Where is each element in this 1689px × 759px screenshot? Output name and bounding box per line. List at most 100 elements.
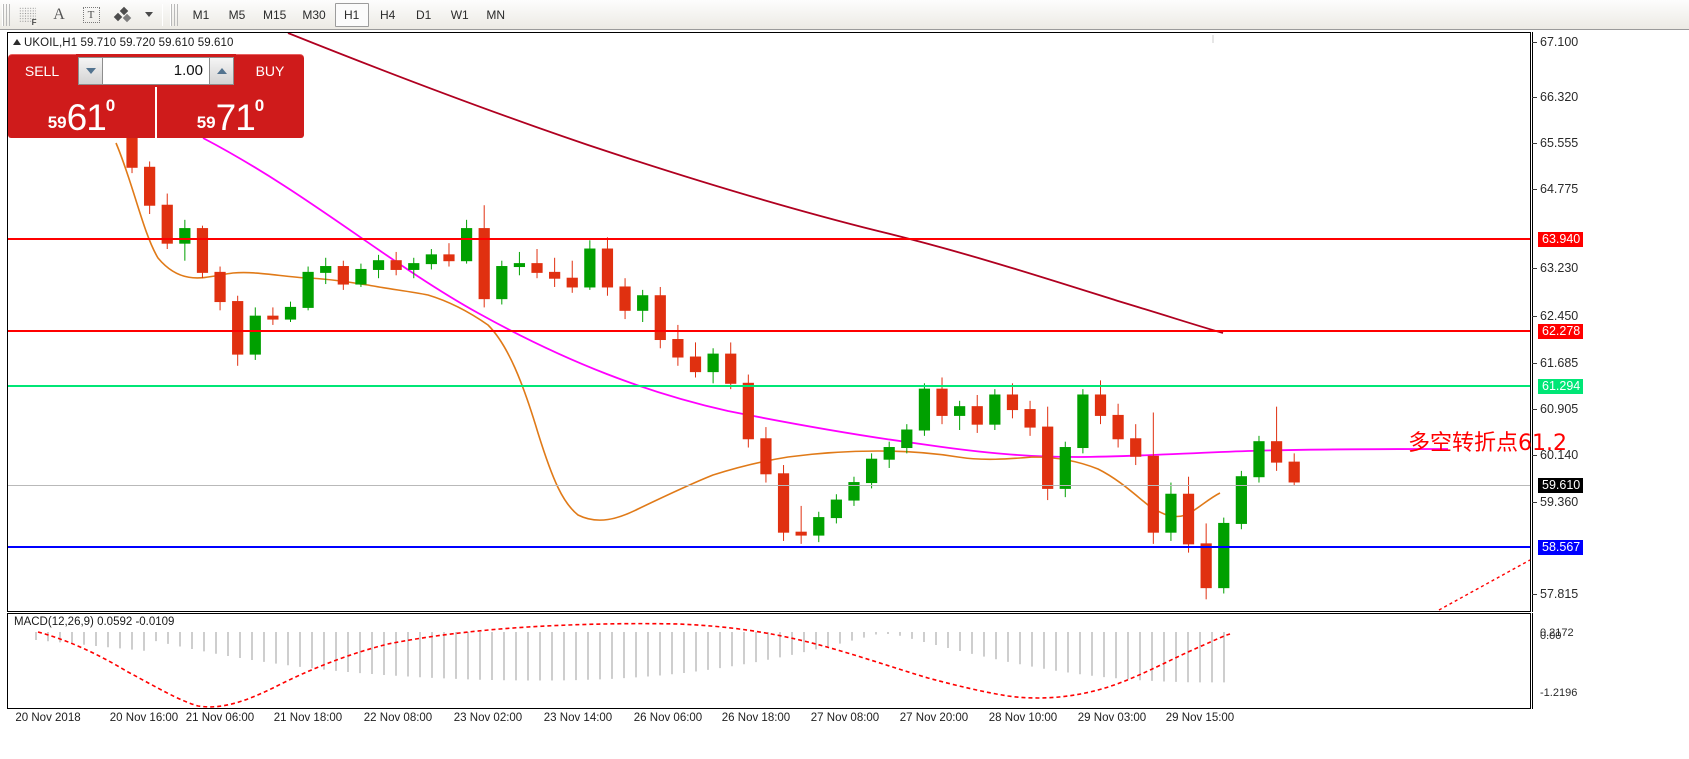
candle-body <box>531 263 543 273</box>
candle-body <box>1147 455 1159 533</box>
buy-button[interactable]: BUY <box>236 54 304 87</box>
candle-body <box>214 271 226 303</box>
candle-body <box>1288 461 1300 483</box>
candle-body <box>1006 394 1019 411</box>
sell-price-prefix: 59 <box>47 113 67 132</box>
chevron-down-icon <box>85 67 96 74</box>
candle-body <box>249 315 261 355</box>
candle-body <box>813 517 825 536</box>
timeframe-mn[interactable]: MN <box>486 7 506 22</box>
chart-toolbar: A T M1 M5 M15 M30 H1 H4 D1 W1 MN <box>0 0 1689 30</box>
candle-body <box>777 473 790 533</box>
crosshair-grid-icon[interactable] <box>12 2 42 28</box>
level-line-62278[interactable] <box>8 330 1530 332</box>
buy-price-display[interactable]: 59 71 0 <box>157 87 304 138</box>
timeframe-m5[interactable]: M5 <box>228 7 246 22</box>
candle-body <box>637 295 649 311</box>
candle-body <box>478 228 490 300</box>
time-label-1: 20 Nov 16:00 <box>109 712 179 724</box>
price-tick-63230: 63.230 <box>1540 261 1579 275</box>
price-scale[interactable]: 67.100 66.320 65.555 64.775 63.230 62.45… <box>1532 32 1689 709</box>
time-label-4: 22 Nov 08:00 <box>363 712 433 724</box>
macd-axis-line <box>1532 613 1533 709</box>
macd-pane[interactable]: MACD(12,26,9) 0.0592 -0.0109 <box>7 613 1531 709</box>
candle-body <box>566 277 578 288</box>
chart-area[interactable]: UKOIL,H1 59.710 59.720 59.610 59.610 多空转… <box>0 30 1689 759</box>
text-box-icon[interactable]: T <box>76 2 106 28</box>
timeframe-w1[interactable]: W1 <box>450 7 469 22</box>
candle-body <box>1200 543 1212 589</box>
text-label-icon[interactable]: A <box>44 2 74 28</box>
candle-body <box>1077 394 1089 449</box>
timeframe-d1[interactable]: D1 <box>416 7 432 22</box>
candle-body <box>408 263 420 270</box>
trade-panel-prices: 59 61 0 59 71 0 <box>8 87 304 138</box>
candle-body <box>460 228 473 262</box>
candle-body <box>954 406 966 416</box>
candle-body <box>1165 493 1177 533</box>
candle-body <box>443 254 455 262</box>
level-label-63940: 63.940 <box>1538 232 1584 247</box>
candle-body <box>1218 522 1230 589</box>
volume-input[interactable]: 1.00 <box>103 56 209 85</box>
diamonds-glyph <box>113 6 133 23</box>
candle-body <box>302 271 314 308</box>
candle-body <box>795 531 807 536</box>
candle-body <box>1112 414 1124 440</box>
candle-body <box>707 353 719 373</box>
a-glyph: A <box>53 5 65 23</box>
time-label-13: 29 Nov 15:00 <box>1165 712 1235 724</box>
level-line-58567[interactable] <box>8 546 1530 548</box>
price-pane[interactable]: UKOIL,H1 59.710 59.720 59.610 59.610 多空转… <box>7 32 1567 612</box>
timeframe-m1[interactable]: M1 <box>192 7 210 22</box>
candle-body <box>654 295 666 341</box>
candle-body <box>1042 426 1054 489</box>
sell-price-pip: 0 <box>105 96 116 115</box>
volume-increment-button[interactable] <box>209 56 234 85</box>
candle-body <box>513 263 526 268</box>
timeframe-grip[interactable] <box>170 3 179 26</box>
level-label-58567: 58.567 <box>1538 540 1584 555</box>
candle-body <box>1094 394 1107 416</box>
time-label-10: 27 Nov 20:00 <box>899 712 969 724</box>
one-click-trading-panel[interactable]: SELL 1.00 BUY 59 61 0 <box>8 54 304 138</box>
time-label-2: 21 Nov 06:00 <box>185 712 255 724</box>
t-glyph: T <box>82 6 100 23</box>
time-axis[interactable]: 20 Nov 2018 20 Nov 16:00 21 Nov 06:00 21 No… <box>0 709 1689 733</box>
sell-button[interactable]: SELL <box>8 54 76 87</box>
time-label-0: 20 Nov 2018 <box>15 712 81 724</box>
candle-body <box>1270 441 1283 463</box>
time-label-6: 23 Nov 14:00 <box>543 712 613 724</box>
candle-body <box>1024 409 1036 428</box>
timeframe-h4[interactable]: H4 <box>380 7 396 22</box>
level-line-63940[interactable] <box>8 238 1530 240</box>
objects-dropdown-icon[interactable] <box>140 2 156 28</box>
chart-annotation: 多空转折点61.2 <box>1408 431 1567 456</box>
level-line-61294[interactable] <box>8 385 1530 387</box>
chevron-up-icon <box>216 67 227 74</box>
candle-body <box>161 204 173 244</box>
candle-body <box>1253 441 1265 478</box>
buy-price-pip: 0 <box>254 96 265 115</box>
time-label-11: 28 Nov 10:00 <box>988 712 1058 724</box>
volume-decrement-button[interactable] <box>78 56 103 85</box>
price-tick-67100: 67.100 <box>1540 35 1579 49</box>
candle-body <box>337 266 349 285</box>
candle-body <box>1235 476 1247 524</box>
candle-body <box>742 382 754 440</box>
collapse-icon[interactable] <box>13 39 21 45</box>
price-axis-line <box>1532 32 1533 612</box>
candle-body <box>584 248 596 288</box>
timeframe-m15[interactable]: M15 <box>263 7 287 22</box>
candle-body <box>144 166 156 206</box>
macd-plot <box>35 622 1231 708</box>
sell-price-main: 61 <box>66 97 107 138</box>
timeframe-m30[interactable]: M30 <box>302 7 326 22</box>
objects-icon[interactable] <box>108 2 138 28</box>
sell-price-display[interactable]: 59 61 0 <box>8 87 155 138</box>
level-line-current <box>8 485 1530 486</box>
timeframe-h1[interactable]: H1 <box>334 2 369 27</box>
toolbar-grip[interactable] <box>2 3 11 26</box>
candlestick-plot <box>91 33 1449 600</box>
candle-body <box>425 254 437 265</box>
